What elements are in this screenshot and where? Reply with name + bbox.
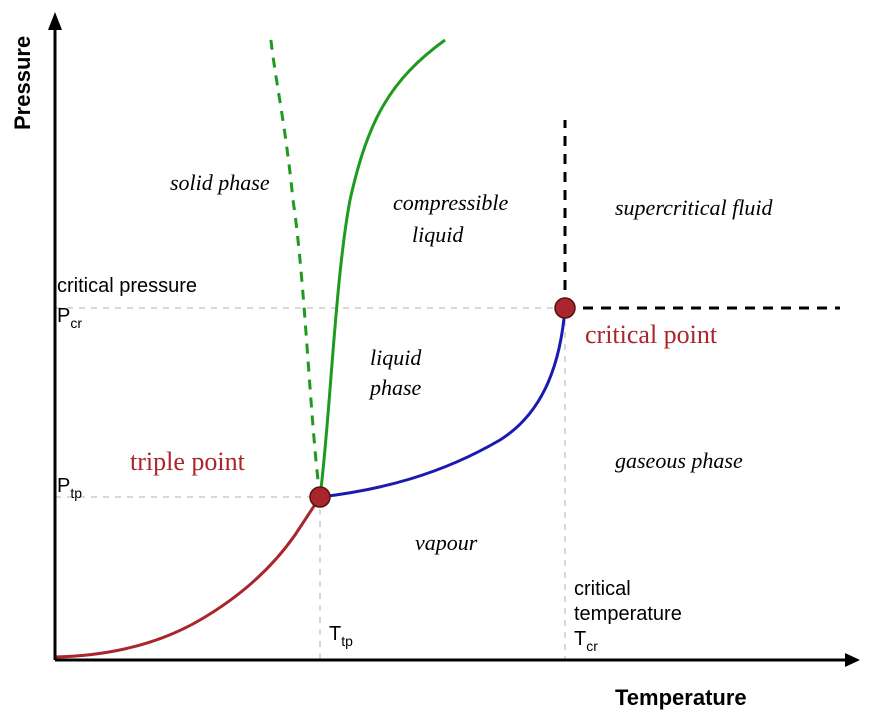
compressible-liquid-l1: compressible xyxy=(393,190,509,215)
supercritical-fluid-label: supercritical fluid xyxy=(615,195,773,220)
critical-point-marker xyxy=(555,298,575,318)
y-axis-label: Pressure xyxy=(10,36,35,130)
liquid-phase-l1: liquid xyxy=(370,345,422,370)
critical-temperature-l2: temperature xyxy=(574,603,682,625)
phase-diagram: Pressure Temperature critical pressure P… xyxy=(0,0,870,727)
critical-pressure-label: critical pressure xyxy=(57,275,197,297)
triple-point-label: triple point xyxy=(130,447,246,476)
compressible-liquid-l2: liquid xyxy=(412,222,464,247)
critical-point-label: critical point xyxy=(585,320,718,349)
liquid-phase-l2: phase xyxy=(368,375,422,400)
x-axis-label: Temperature xyxy=(615,685,747,710)
triple-point-marker xyxy=(310,487,330,507)
gaseous-phase-label: gaseous phase xyxy=(615,448,743,473)
critical-temperature-l1: critical xyxy=(574,578,631,600)
vapour-label: vapour xyxy=(415,530,478,555)
solid-phase-label: solid phase xyxy=(170,170,270,195)
background xyxy=(0,0,870,727)
